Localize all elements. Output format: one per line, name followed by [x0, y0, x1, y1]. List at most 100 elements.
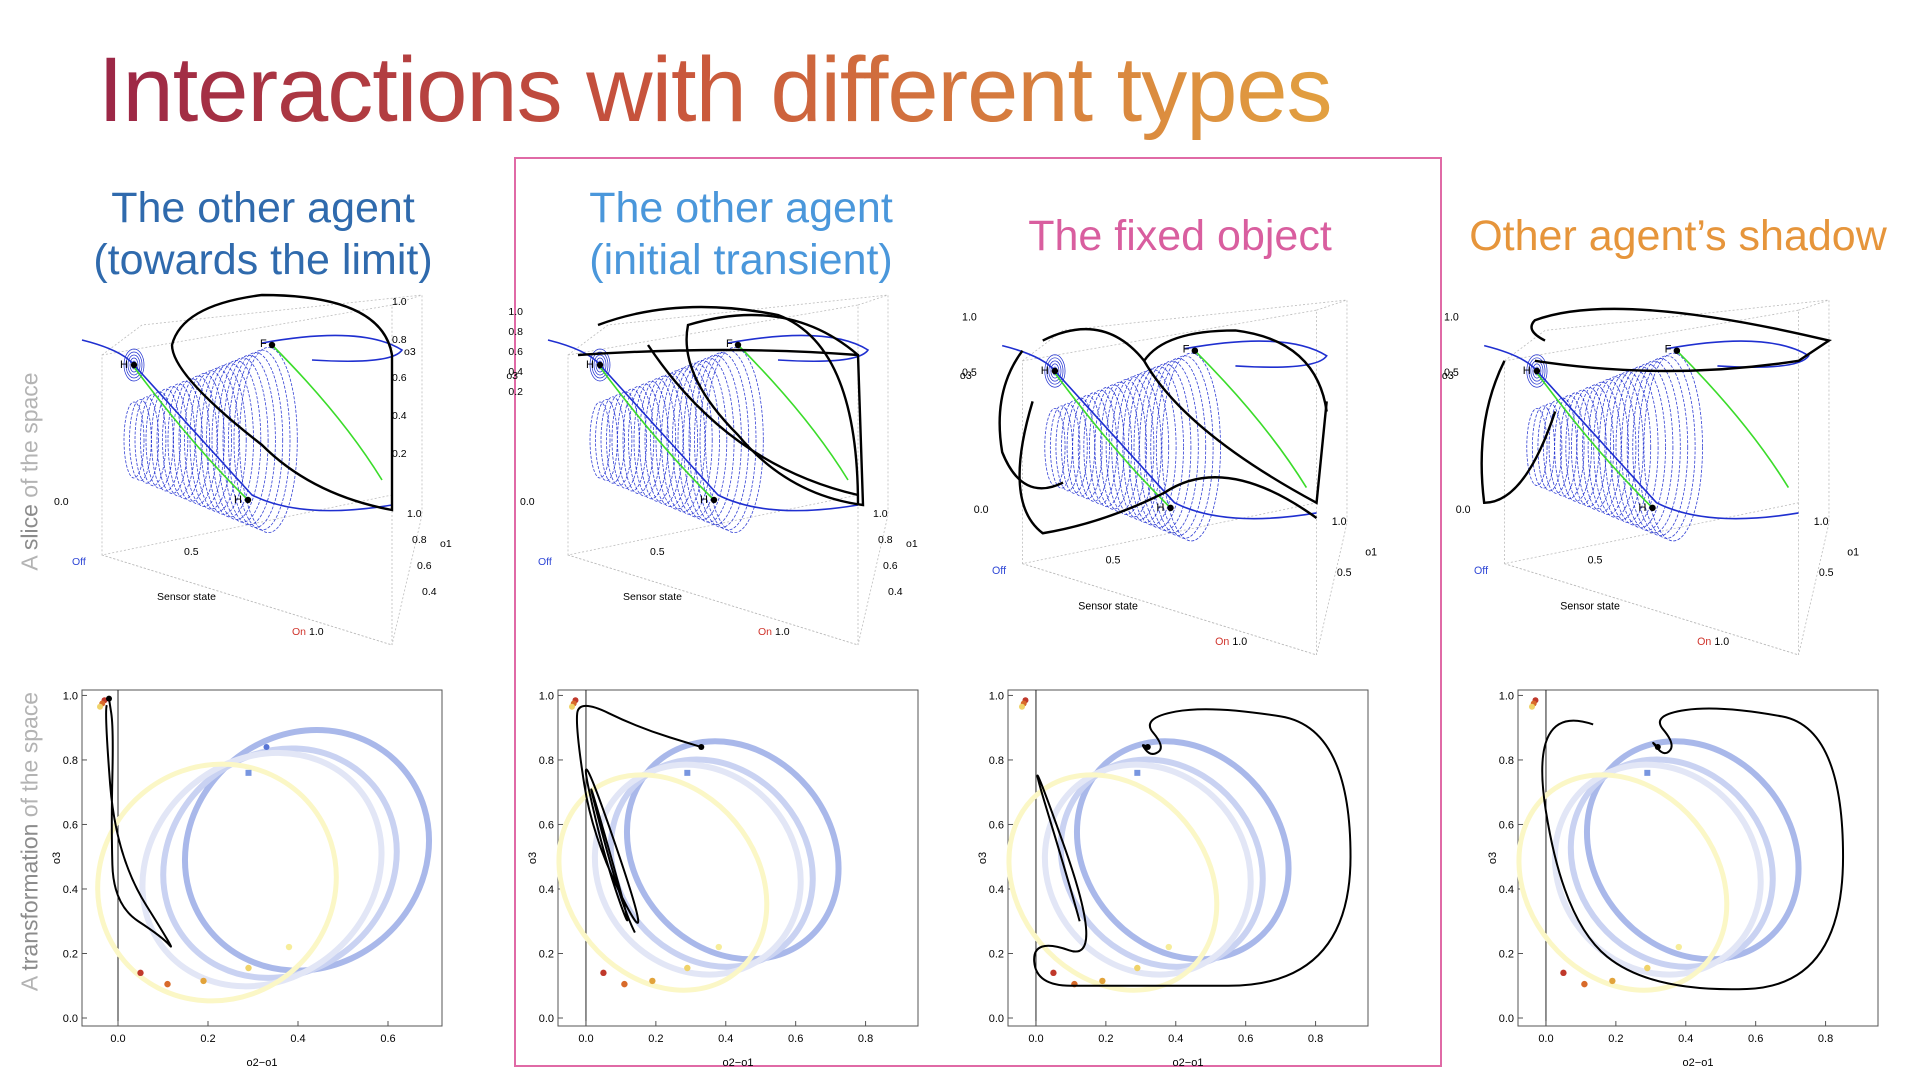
spiral-ring [589, 348, 611, 382]
column-heading-transient: The other agent (initial transient) [560, 182, 922, 286]
o1-tick-label: 0.4 [888, 586, 903, 598]
column-heading-fixed: The fixed object [990, 210, 1370, 262]
box-edge [567, 495, 859, 646]
green-trajectory [1054, 372, 1172, 509]
green-trajectory [1536, 372, 1654, 509]
torus-ring [672, 362, 720, 518]
torus-ring [189, 370, 232, 510]
torus-ring [1637, 355, 1696, 539]
point-H-label: H [1041, 365, 1049, 377]
column-heading-line: (towards the limit) [93, 236, 433, 284]
point-H-label: H [700, 494, 708, 506]
spiral-ring [125, 351, 143, 379]
off-label: Off [72, 556, 86, 568]
box-edge [101, 495, 393, 646]
plot-frame [81, 689, 443, 1027]
on-label: On [758, 626, 772, 638]
x-tick-label: 0.0 [1538, 1033, 1553, 1045]
o3-tick-label: 0.6 [508, 346, 523, 358]
limit-cycle-loop [1006, 772, 1220, 993]
row-label-key: transformation [16, 823, 43, 971]
spiral-ring [1050, 363, 1060, 379]
state-dot [200, 977, 207, 985]
torus-ring [1077, 392, 1110, 502]
torus-ring [1128, 368, 1177, 526]
state-dot [715, 943, 722, 951]
fixed-point-H [1533, 367, 1541, 375]
point-H-label: H [1523, 365, 1531, 377]
y-tick-label: 0.6 [63, 819, 78, 831]
x-tick-label: 0.0 [1028, 1033, 1043, 1045]
state-dot [1581, 980, 1588, 988]
black-trajectory [170, 293, 394, 512]
spiral-ring [123, 348, 145, 382]
x-tick-label: 0.0 [578, 1033, 593, 1045]
blue-orbit [727, 334, 870, 362]
y-tick-label: 0.8 [1499, 755, 1514, 767]
torus-ring [140, 393, 167, 487]
row-label-transformation: A transformation of the space [17, 617, 44, 1067]
center-square [1644, 769, 1651, 776]
black-trajectory [1530, 307, 1832, 373]
state-dot [1165, 943, 1172, 951]
sensor-tick-label: 0.5 [650, 546, 665, 558]
box-edge [567, 294, 889, 356]
fixed-point-H [1167, 504, 1174, 512]
torus-ring [1116, 373, 1162, 521]
sensor-tick-label: 1.0 [1232, 636, 1247, 648]
state-dot [649, 977, 656, 985]
y-tick-label: 0.6 [539, 819, 554, 831]
point-F-label: F [1183, 344, 1190, 356]
black-trajectory [575, 704, 702, 933]
y-tick-label: 0.2 [989, 948, 1004, 960]
torus-ring [606, 393, 633, 487]
torus-ring [195, 367, 240, 513]
x-tick-label: 0.6 [1238, 1033, 1253, 1045]
y-tick-label: 0.0 [539, 1013, 554, 1025]
torus-ring [661, 367, 706, 513]
center-square [684, 769, 691, 776]
point-F-label: F [1665, 344, 1672, 356]
torus-ring [1576, 384, 1615, 510]
x-tick-label: 0.6 [1748, 1033, 1763, 1045]
o1-tick-label: 0.6 [417, 560, 432, 572]
torus-ring [1610, 368, 1659, 526]
on-label: On [1215, 636, 1229, 648]
spiral-ring [1048, 360, 1062, 382]
blue-orbit [1184, 340, 1328, 368]
torus-ring [145, 391, 174, 489]
torus-ring [1083, 389, 1118, 505]
center-square [245, 769, 252, 776]
torus-ring [1055, 402, 1081, 492]
o3-axis-label: o3 [404, 346, 416, 358]
x-tick-label: 0.4 [1168, 1033, 1183, 1045]
o3-axis-label: o3 [960, 370, 972, 382]
sensor-tick-label: 1.0 [1714, 636, 1729, 648]
o3-tick-label: 1.0 [1444, 311, 1459, 323]
torus-ring [699, 349, 757, 531]
torus-ring [639, 378, 677, 502]
box-edge [391, 294, 423, 646]
fixed-point-H [244, 496, 252, 504]
y-tick-label: 0.4 [539, 884, 554, 896]
o1-tick-label: 0.5 [1337, 567, 1352, 579]
state-dot [1099, 977, 1106, 985]
x-tick-label: 0.4 [718, 1033, 733, 1045]
o1-tick-label: 1.0 [873, 508, 888, 520]
fixed-point-F [1191, 347, 1199, 354]
transformation-plot-fixed: 0.0 0.2 0.4 0.6 0.8 1.0 0.0 0.2 0.4 0.6 0.8 o2−o1 o3 [977, 689, 1369, 1069]
o1-tick-label: 0.5 [1819, 567, 1834, 579]
on-label: On [292, 626, 306, 638]
torus-ring [134, 396, 160, 484]
o1-axis-label: o1 [906, 538, 918, 550]
o3-tick-label: 0.8 [508, 326, 523, 338]
point-H-label: H [234, 494, 242, 506]
torus-ring [184, 373, 225, 507]
o1-tick-label: 1.0 [407, 508, 422, 520]
point-H-label: H [586, 359, 594, 371]
black-trajectory [1480, 360, 1557, 505]
state-dot [137, 969, 144, 977]
o1-tick-label: 1.0 [1332, 516, 1347, 528]
off-label: Off [992, 565, 1006, 577]
state-dot [1018, 703, 1025, 710]
